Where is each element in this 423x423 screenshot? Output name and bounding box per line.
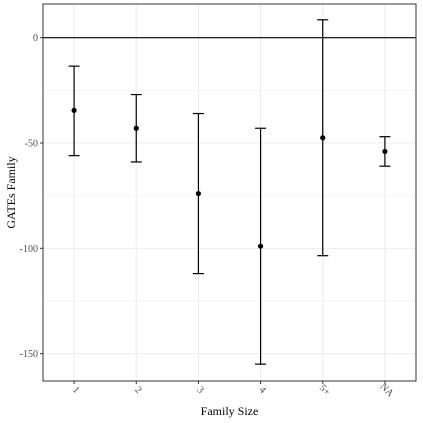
x-tick-label: 1 [70,385,81,396]
x-axis-title: Family Size [201,404,259,418]
y-tick-label: -150 [20,349,38,360]
y-axis: 0 -50 -100 -150 [20,33,43,360]
error-bar-4 [255,127,267,365]
error-bar-NA [379,136,391,167]
point-estimate [257,243,264,249]
error-bars [68,19,391,365]
x-tick-label: 3 [195,385,206,396]
x-tick-label: 2 [132,385,143,396]
y-axis-title: GATEs Family [4,156,18,228]
x-axis: 1 2 3 4 5+ NA [70,381,396,400]
panel-border [42,3,417,382]
point-estimate [71,107,77,113]
y-tick-label: -50 [25,139,38,150]
point-estimate [195,190,202,197]
x-tick-label: 4 [257,385,268,396]
error-bar-3 [192,112,204,275]
error-bar-1 [68,65,80,157]
point-estimate [320,135,326,141]
x-tick-label: NA [378,381,397,400]
point-estimate [133,125,139,131]
x-tick-label: 5+ [317,383,333,399]
point-estimate [382,148,388,155]
error-bar-2 [130,93,142,163]
y-tick-label: 0 [33,33,38,44]
y-tick-label: -100 [20,244,38,255]
error-bar-5+ [317,19,329,257]
grid-lines [43,4,416,381]
